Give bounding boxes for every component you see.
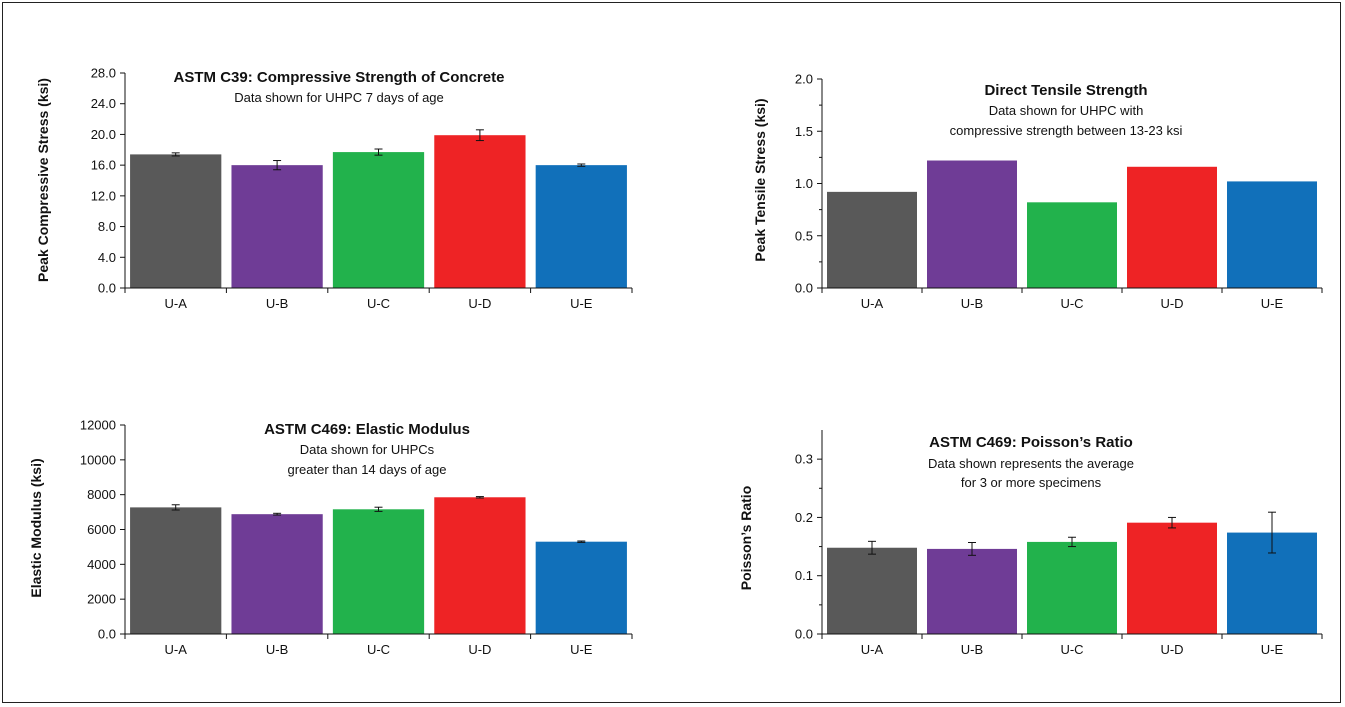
x-tick-label: U-E: [1261, 642, 1284, 657]
y-tick-label: 0.0: [795, 281, 813, 296]
bar: [130, 507, 222, 634]
bar: [1227, 181, 1317, 288]
y-tick-label: 8000: [87, 487, 116, 502]
y-axis-label: Poisson’s Ratio: [738, 486, 754, 591]
y-tick-label: 24.0: [91, 96, 116, 111]
bar: [130, 154, 222, 288]
plot-area: U-A U-B U-C U-D U-E 0.0 0.5 1.0 1.5 2.0: [795, 72, 1323, 311]
chart-title: ASTM C469: Poisson’s Ratio: [929, 434, 1133, 451]
chart-subtitle-line: Data shown for UHPC 7 days of age: [234, 90, 444, 105]
y-axis-label: Peak Compressive Stress (ksi): [35, 78, 51, 282]
y-tick-label: 0.2: [795, 510, 813, 525]
x-tick-label: U-D: [1160, 296, 1183, 311]
bar: [332, 152, 425, 288]
bar: [535, 541, 627, 634]
x-tick-label: U-E: [570, 642, 593, 657]
x-tick-label: U-B: [266, 296, 288, 311]
y-tick-label: 2000: [87, 592, 116, 607]
bar: [332, 509, 425, 634]
y-tick-label: 6000: [87, 522, 116, 537]
chart-subtitle-line: Data shown for UHPCs: [300, 442, 435, 457]
bar: [927, 160, 1017, 288]
plot-area: U-A U-B U-C U-D U-E 0.0 2000 4000 6000 8000 10000 1…: [80, 418, 633, 657]
bar: [434, 497, 526, 634]
x-tick-label: U-D: [468, 296, 491, 311]
bar: [434, 135, 526, 288]
x-tick-label: U-C: [367, 296, 390, 311]
x-tick-label: U-A: [861, 642, 884, 657]
bar: [1127, 166, 1217, 288]
bar: [1027, 202, 1117, 288]
y-tick-label: 0.5: [795, 228, 813, 243]
bar: [827, 191, 917, 288]
x-tick-label: U-A: [165, 642, 188, 657]
x-tick-label: U-B: [266, 642, 288, 657]
chart-title: ASTM C469: Elastic Modulus: [264, 421, 470, 438]
x-tick-label: U-D: [468, 642, 491, 657]
chart-tensile-strength: Direct Tensile Strength Data shown for U…: [752, 72, 1323, 311]
x-tick-label: U-B: [961, 296, 983, 311]
chart-subtitle-line: Data shown represents the average: [928, 456, 1134, 471]
y-tick-label: 12.0: [91, 188, 116, 203]
y-tick-label: 10000: [80, 452, 116, 467]
chart-subtitle-line: Data shown for UHPC with: [989, 103, 1144, 118]
chart-title: Direct Tensile Strength: [984, 82, 1147, 99]
y-tick-label: 0.0: [98, 627, 116, 642]
x-tick-label: U-E: [1261, 296, 1284, 311]
y-tick-label: 4000: [87, 557, 116, 572]
bar: [1127, 522, 1217, 634]
y-tick-label: 28.0: [91, 66, 116, 81]
bar: [231, 165, 323, 288]
x-tick-label: U-E: [570, 296, 593, 311]
chart-elastic-modulus: ASTM C469: Elastic Modulus Data shown fo…: [28, 418, 633, 657]
y-tick-label: 8.0: [98, 219, 116, 234]
x-tick-label: U-D: [1160, 642, 1183, 657]
y-tick-label: 0.0: [98, 281, 116, 296]
y-tick-label: 0.0: [795, 627, 813, 642]
chart-compressive-strength: ASTM C39: Compressive Strength of Concre…: [35, 66, 633, 311]
chart-title: ASTM C39: Compressive Strength of Concre…: [174, 69, 505, 86]
bar: [927, 548, 1017, 634]
x-tick-label: U-A: [861, 296, 884, 311]
plot-area: U-A U-B U-C U-D U-E 0.0 0.1 0.2 0.3: [795, 430, 1323, 657]
x-tick-label: U-C: [1060, 296, 1083, 311]
y-axis-label: Elastic Modulus (ksi): [28, 458, 44, 597]
y-axis-label: Peak Tensile Stress (ksi): [752, 98, 768, 261]
y-tick-label: 1.5: [795, 124, 813, 139]
x-tick-label: U-B: [961, 642, 983, 657]
chart-subtitle-line: compressive strength between 13-23 ksi: [950, 123, 1183, 138]
y-tick-label: 20.0: [91, 127, 116, 142]
bar: [535, 165, 627, 288]
y-tick-label: 0.1: [795, 568, 813, 583]
bar: [231, 514, 323, 634]
y-tick-label: 2.0: [795, 72, 813, 87]
plot-area: U-A U-B U-C U-D U-E 0.0 4.0 8.0 12.0 16.0 20.0 24.0…: [91, 66, 633, 311]
x-tick-label: U-C: [1060, 642, 1083, 657]
bar: [1027, 541, 1117, 634]
y-tick-label: 16.0: [91, 158, 116, 173]
y-tick-label: 1.0: [795, 176, 813, 191]
y-tick-label: 4.0: [98, 250, 116, 265]
bar: [827, 547, 917, 634]
chart-subtitle-line: greater than 14 days of age: [287, 462, 446, 477]
x-tick-label: U-A: [165, 296, 188, 311]
chart-poissons-ratio: ASTM C469: Poisson’s Ratio Data shown re…: [738, 430, 1323, 657]
chart-subtitle-line: for 3 or more specimens: [961, 475, 1102, 490]
y-tick-label: 0.3: [795, 452, 813, 467]
y-tick-label: 12000: [80, 418, 116, 433]
x-tick-label: U-C: [367, 642, 390, 657]
